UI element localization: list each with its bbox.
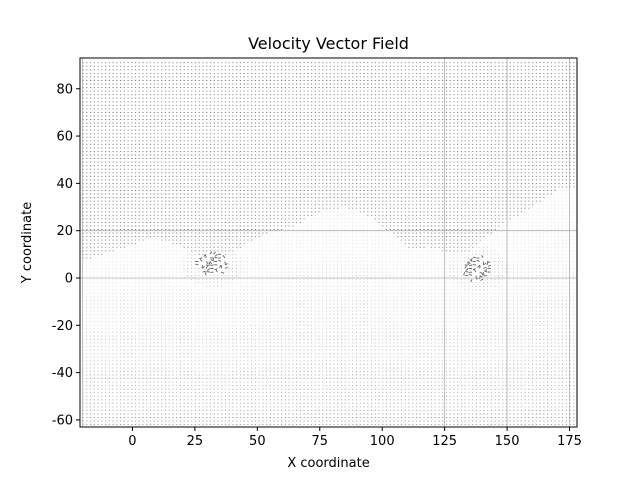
x-axis-label: X coordinate (287, 456, 369, 471)
vector-arrows-band (82, 296, 575, 372)
y-tick-label: -60 (52, 413, 73, 428)
x-tick-label: 0 (128, 434, 136, 449)
x-tick-label: 150 (495, 434, 520, 449)
x-tick-label: 25 (187, 434, 204, 449)
vector-arrows-band (82, 239, 575, 333)
y-axis-label: Y coordinate (20, 202, 35, 284)
chart-title: Velocity Vector Field (248, 34, 409, 53)
y-tick-label: 0 (65, 271, 73, 286)
y-tick-label: 20 (56, 224, 73, 239)
plot-area-frame (79, 57, 578, 428)
y-tick-label: 80 (56, 82, 73, 97)
x-tick-label: 125 (432, 434, 457, 449)
vector-field (82, 62, 575, 426)
y-axis-ticks: -60 -40 -20 0 20 40 60 80 (52, 82, 80, 428)
y-tick-label: 40 (56, 177, 73, 192)
y-tick-label: -20 (52, 319, 73, 334)
x-axis-ticks: 0 25 50 75 100 125 150 175 (128, 427, 582, 449)
grid-lines (80, 58, 577, 427)
x-tick-label: 75 (311, 434, 328, 449)
vector-arrows-band (195, 251, 492, 283)
x-tick-label: 100 (370, 434, 395, 449)
vector-arrows-band (82, 353, 575, 411)
x-tick-label: 50 (249, 434, 266, 449)
vector-arrows-band (82, 62, 575, 259)
x-tick-label: 175 (557, 434, 582, 449)
y-tick-label: 60 (56, 130, 73, 145)
y-tick-label: -40 (52, 366, 73, 381)
vector-arrows-band (82, 246, 575, 426)
